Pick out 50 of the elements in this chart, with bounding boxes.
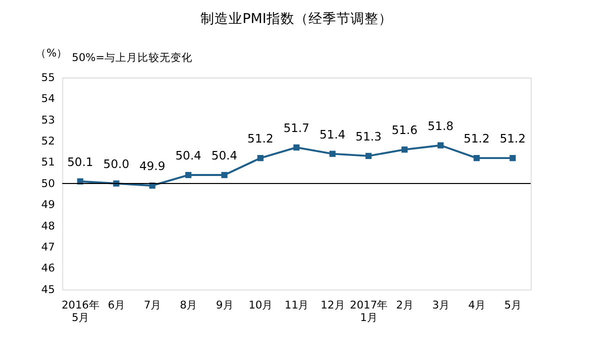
point	[185, 172, 192, 178]
point	[257, 154, 264, 162]
text: 50.4	[175, 148, 202, 162]
text: 51.8	[428, 118, 454, 133]
text: 51.6	[392, 123, 418, 138]
x-tick-label: 8月	[180, 298, 198, 312]
text: 51.4	[320, 127, 346, 142]
point	[293, 144, 300, 151]
y-tick-label: 50	[41, 176, 56, 190]
x-tick-label: 11月	[284, 298, 310, 312]
y-tick-label: 51	[41, 156, 55, 169]
point	[329, 150, 336, 157]
text: 50.1	[67, 154, 94, 169]
x-tick-label: 7月	[144, 298, 162, 312]
x-tick-label: 2016年 5月	[62, 298, 100, 324]
y-tick-label: 52	[41, 134, 55, 148]
point	[365, 152, 372, 160]
text: 51.2	[464, 132, 490, 146]
text: 51.7	[283, 120, 310, 135]
x-tick-label: 3月	[432, 298, 450, 312]
point	[221, 172, 228, 178]
text: 50.4	[211, 148, 238, 162]
x-tick-label: 10月	[248, 298, 274, 312]
y-tick-label: 54	[41, 92, 56, 106]
x-tick-label: 5月	[504, 298, 522, 312]
point	[474, 154, 480, 162]
y-tick-label: 45	[41, 282, 55, 296]
x-tick-label: 12月	[320, 298, 346, 312]
x-tick-label: 4月	[468, 298, 486, 312]
x-tick-label: 9月	[216, 298, 234, 312]
text: 51.2	[247, 132, 274, 146]
y-axis-title: （%）	[35, 46, 68, 60]
y-tick-label: 47	[41, 240, 55, 254]
y-tick-label: 55	[41, 70, 55, 84]
point	[402, 146, 408, 153]
point	[510, 154, 516, 162]
x-tick-label: 2017年 1月	[350, 298, 388, 324]
x-tick-label: 2月	[396, 298, 414, 312]
y-tick-label: 46	[41, 262, 56, 275]
point	[438, 142, 444, 148]
y-tick-label: 53	[41, 113, 55, 126]
text: 50.0	[103, 156, 130, 171]
text: 50%=与上月比较无变化	[72, 51, 193, 64]
chart-title: 制造业PMI指数（经季节调整）	[200, 11, 392, 28]
text: 49.9	[139, 159, 166, 174]
y-tick-label: 48	[41, 219, 56, 232]
y-tick-label: 49	[41, 198, 56, 212]
text: 51.3	[356, 129, 382, 144]
text: 51.2	[500, 132, 526, 146]
x-tick-label: 6月	[108, 298, 126, 312]
